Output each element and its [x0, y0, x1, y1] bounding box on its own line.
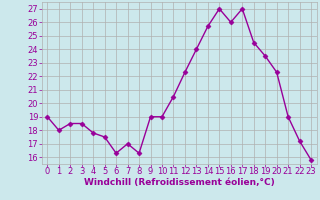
X-axis label: Windchill (Refroidissement éolien,°C): Windchill (Refroidissement éolien,°C) — [84, 178, 275, 187]
